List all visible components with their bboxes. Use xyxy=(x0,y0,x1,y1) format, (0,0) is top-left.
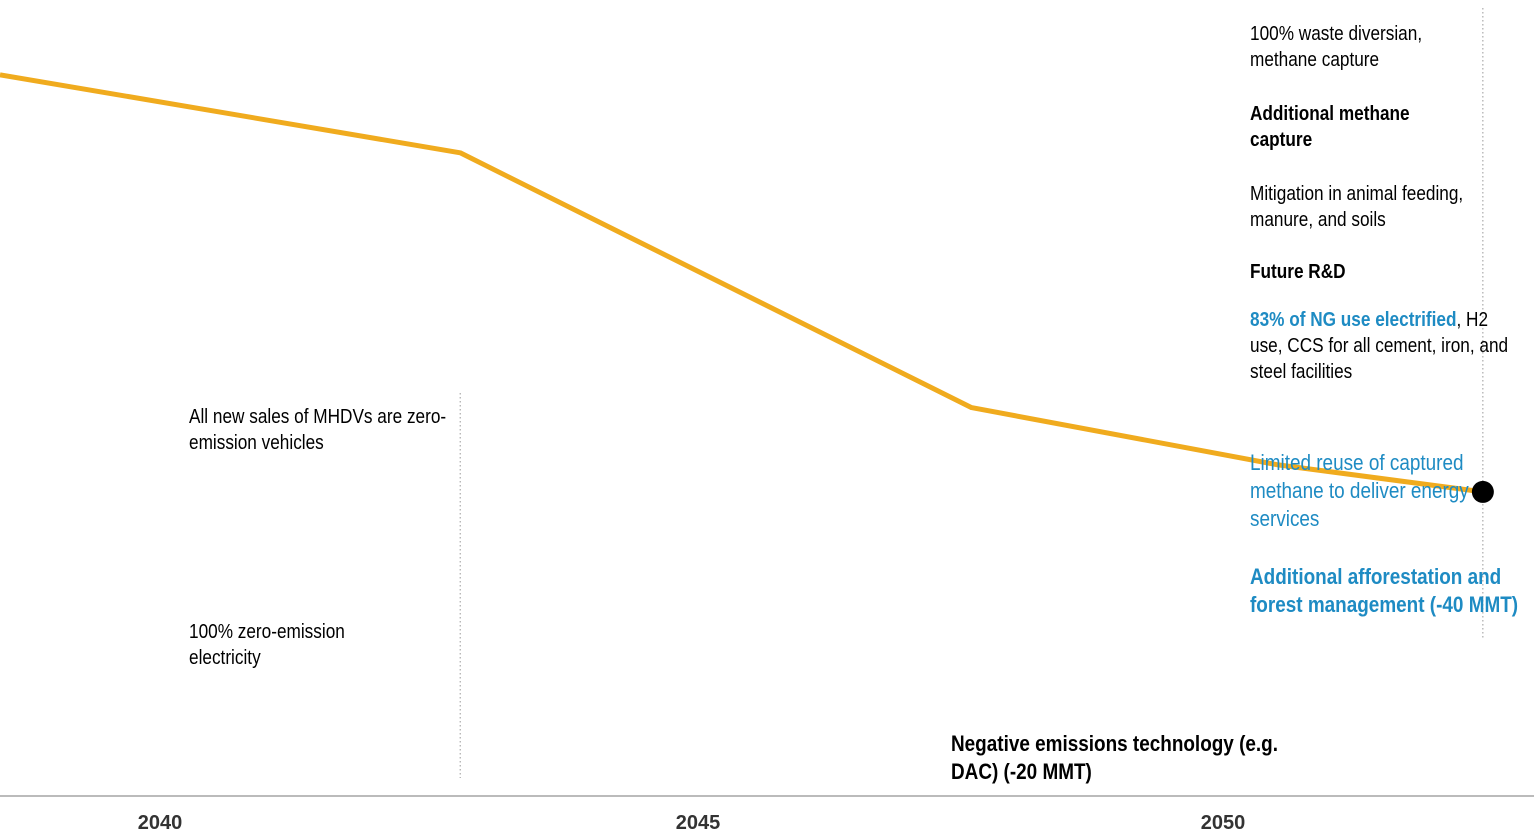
annotation-electricity: 100% zero-emission electricity xyxy=(189,621,345,669)
emissions-series-line xyxy=(0,72,1484,495)
x-tick-2045: 2045 xyxy=(675,812,721,834)
annotation-ng-bold: 83% of NG use electrified xyxy=(1250,309,1457,331)
annotation-captured: Limited reuse of captured methane to del… xyxy=(1250,450,1469,531)
annotation-waste: 100% waste diversian, methane capture xyxy=(1250,23,1423,71)
endpoint-marker xyxy=(1471,480,1494,503)
annotation-ng: 83% of NG use electrified, H2 use, CCS f… xyxy=(1250,307,1525,385)
annotation-rnd: Future R&D xyxy=(1250,261,1346,283)
x-tick-2040: 2040 xyxy=(137,812,183,834)
x-tick-2050: 2050 xyxy=(1200,812,1246,834)
annotation-afforestation: Additional afforestation and forest mana… xyxy=(1250,564,1519,617)
annotation-mhdv: All new sales of MHDVs are zero-emission… xyxy=(189,406,447,454)
annotation-animal: Mitigation in animal feeding, manure, an… xyxy=(1250,183,1464,231)
annotation-methane: Additional methane capture xyxy=(1250,103,1410,151)
annotation-negative: Negative emissions technology (e.g. DAC)… xyxy=(951,731,1278,784)
annotation-ng-rest: , H2 use, CCS for all cement, iron, and … xyxy=(1250,309,1509,383)
guide-lines xyxy=(459,8,1484,778)
